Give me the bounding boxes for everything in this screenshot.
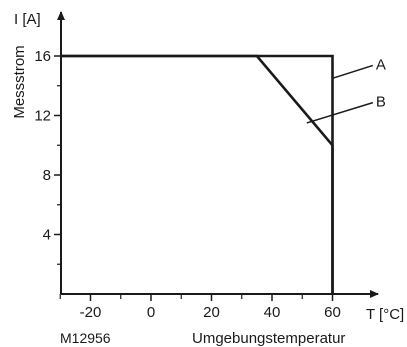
x-tick-label--20: -20 (80, 304, 102, 321)
leader-line-B (306, 101, 374, 124)
axes (57, 11, 379, 298)
y-tick-label-16: 16 (34, 48, 51, 65)
x-axis-title: Umgebungstemperatur (192, 330, 345, 347)
leader-line-A (332, 64, 374, 80)
x-tick-label-40: 40 (264, 304, 281, 321)
series-line-A (60, 54, 334, 294)
series-label-B: B (376, 94, 386, 111)
ticks: 4 8 12 16 -20 0 20 40 60 (34, 48, 341, 321)
y-tick-label-8: 8 (43, 167, 51, 184)
x-tick-label-20: 20 (203, 304, 220, 321)
annotations: AB (306, 56, 386, 124)
figure-id: M12956 (60, 330, 111, 346)
y-axis-title: Messstrom (11, 45, 28, 118)
series-lines (60, 54, 334, 294)
x-axis-unit: T [°C] (366, 306, 404, 323)
x-tick-label-60: 60 (324, 304, 341, 321)
y-tick-label-4: 4 (43, 227, 51, 244)
y-axis-unit: I [A] (14, 11, 41, 28)
y-tick-label-12: 12 (34, 108, 51, 125)
x-tick-label-0: 0 (147, 304, 155, 321)
series-line-B (60, 54, 334, 294)
series-label-A: A (376, 56, 386, 73)
